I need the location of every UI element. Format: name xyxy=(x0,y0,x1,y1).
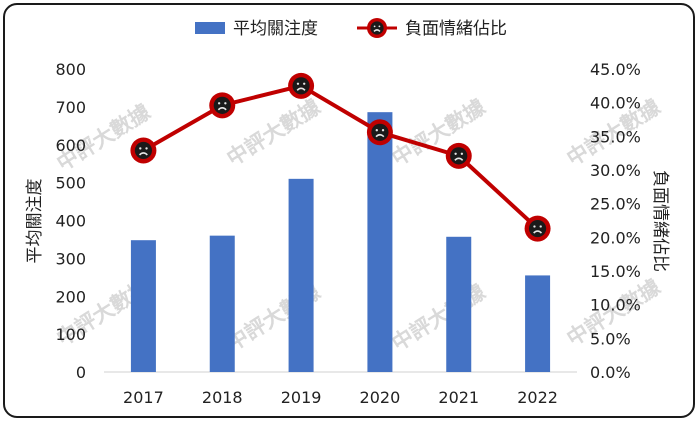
sad-face-icon xyxy=(209,92,236,119)
y-tick-label: 600 xyxy=(55,136,86,155)
marker-eye xyxy=(145,147,148,150)
marker-mouth xyxy=(138,152,148,156)
y2-tick-label: 10.0% xyxy=(590,296,641,315)
y2-axis-ticks: 0.0% 5.0% 10.0% 15.0% 20.0% 25.0% 30.0% 35.0% 40… xyxy=(590,60,641,382)
marker-eye xyxy=(460,152,464,155)
x-tick-label: 2017 xyxy=(123,388,164,407)
line-series xyxy=(130,72,551,242)
y-tick-label: 200 xyxy=(55,287,86,306)
marker-face xyxy=(450,147,468,165)
chart-frame xyxy=(3,3,695,418)
bar xyxy=(209,235,235,372)
y2-tick-label: 5.0% xyxy=(590,329,631,348)
marker-eye xyxy=(224,102,227,105)
x-tick-label: 2018 xyxy=(202,388,243,407)
x-tick-label: 2019 xyxy=(281,388,322,407)
legend-bar-swatch xyxy=(195,22,225,34)
marker-face xyxy=(370,21,384,35)
x-tick-label: 2020 xyxy=(360,388,401,407)
y-axis-ticks: 0 100 200 300 400 500 600 700 800 xyxy=(55,60,86,382)
marker-eye xyxy=(373,25,376,28)
marker-eye xyxy=(533,225,536,228)
marker-mouth xyxy=(373,29,381,32)
marker-eye xyxy=(303,82,306,85)
x-tick-label: 2022 xyxy=(517,388,558,407)
bar xyxy=(288,178,314,372)
bar xyxy=(367,112,393,373)
marker-eye xyxy=(378,25,381,28)
marker-face xyxy=(529,220,547,238)
watermark-text: 中評大數據 xyxy=(388,279,491,356)
y2-tick-label: 30.0% xyxy=(590,161,641,180)
y-tick-label: 300 xyxy=(55,249,86,268)
marker-mouth xyxy=(454,157,464,161)
marker-face xyxy=(292,77,310,95)
y2-tick-label: 15.0% xyxy=(590,262,641,281)
line-path xyxy=(142,83,539,231)
y2-tick-label: 35.0% xyxy=(590,127,641,146)
y2-tick-label: 45.0% xyxy=(590,60,641,79)
marker-mouth xyxy=(375,133,385,138)
y-tick-label: 100 xyxy=(55,325,86,344)
legend-bar-label: 平均關注度 xyxy=(233,19,318,39)
y-tick-label: 500 xyxy=(55,174,86,193)
bar xyxy=(446,236,472,372)
marker-eye xyxy=(217,102,221,105)
y2-tick-label: 40.0% xyxy=(590,94,641,113)
y-axis-title: 平均關注度 xyxy=(25,179,45,264)
marker-mouth xyxy=(533,230,543,234)
y-tick-label: 700 xyxy=(55,98,86,117)
sad-face-icon xyxy=(367,18,387,38)
y2-tick-label: 25.0% xyxy=(590,195,641,214)
sad-face-icon xyxy=(445,142,472,169)
x-tick-label: 2021 xyxy=(438,388,479,407)
bar xyxy=(525,275,551,372)
y-tick-label: 400 xyxy=(55,212,86,231)
sad-face-icon xyxy=(366,119,393,146)
sad-face-icon xyxy=(524,215,551,242)
marker-eye xyxy=(539,225,542,228)
marker-eye xyxy=(296,82,300,85)
y-tick-label: 0 xyxy=(76,363,86,382)
marker-eye xyxy=(381,129,385,132)
watermark-text: 中評大數據 xyxy=(223,94,326,171)
y2-axis-title: 負面情緒佔比 xyxy=(650,170,670,272)
marker-eye xyxy=(454,152,457,155)
x-axis-ticks: 2017 2018 2019 2020 2021 2022 xyxy=(123,388,558,407)
marker-mouth xyxy=(296,87,306,91)
marker-face xyxy=(134,141,152,160)
sad-face-icon xyxy=(288,72,315,99)
legend-sad-face-icon xyxy=(367,18,387,38)
y-tick-label: 800 xyxy=(55,60,86,79)
marker-eye xyxy=(139,147,142,150)
sad-face-icon xyxy=(130,137,157,164)
marker-mouth xyxy=(217,107,227,111)
watermark-text: 中評大數據 xyxy=(388,94,491,171)
marker-eye xyxy=(375,129,378,132)
marker-face xyxy=(371,123,389,141)
bar xyxy=(130,240,156,372)
y2-tick-label: 0.0% xyxy=(590,363,631,382)
marker-face xyxy=(213,96,231,114)
legend: 平均關注度 負面情緒佔比 xyxy=(195,18,507,39)
bar-series xyxy=(130,112,551,373)
y2-tick-label: 20.0% xyxy=(590,228,641,247)
legend-line-label: 負面情緒佔比 xyxy=(405,19,507,39)
